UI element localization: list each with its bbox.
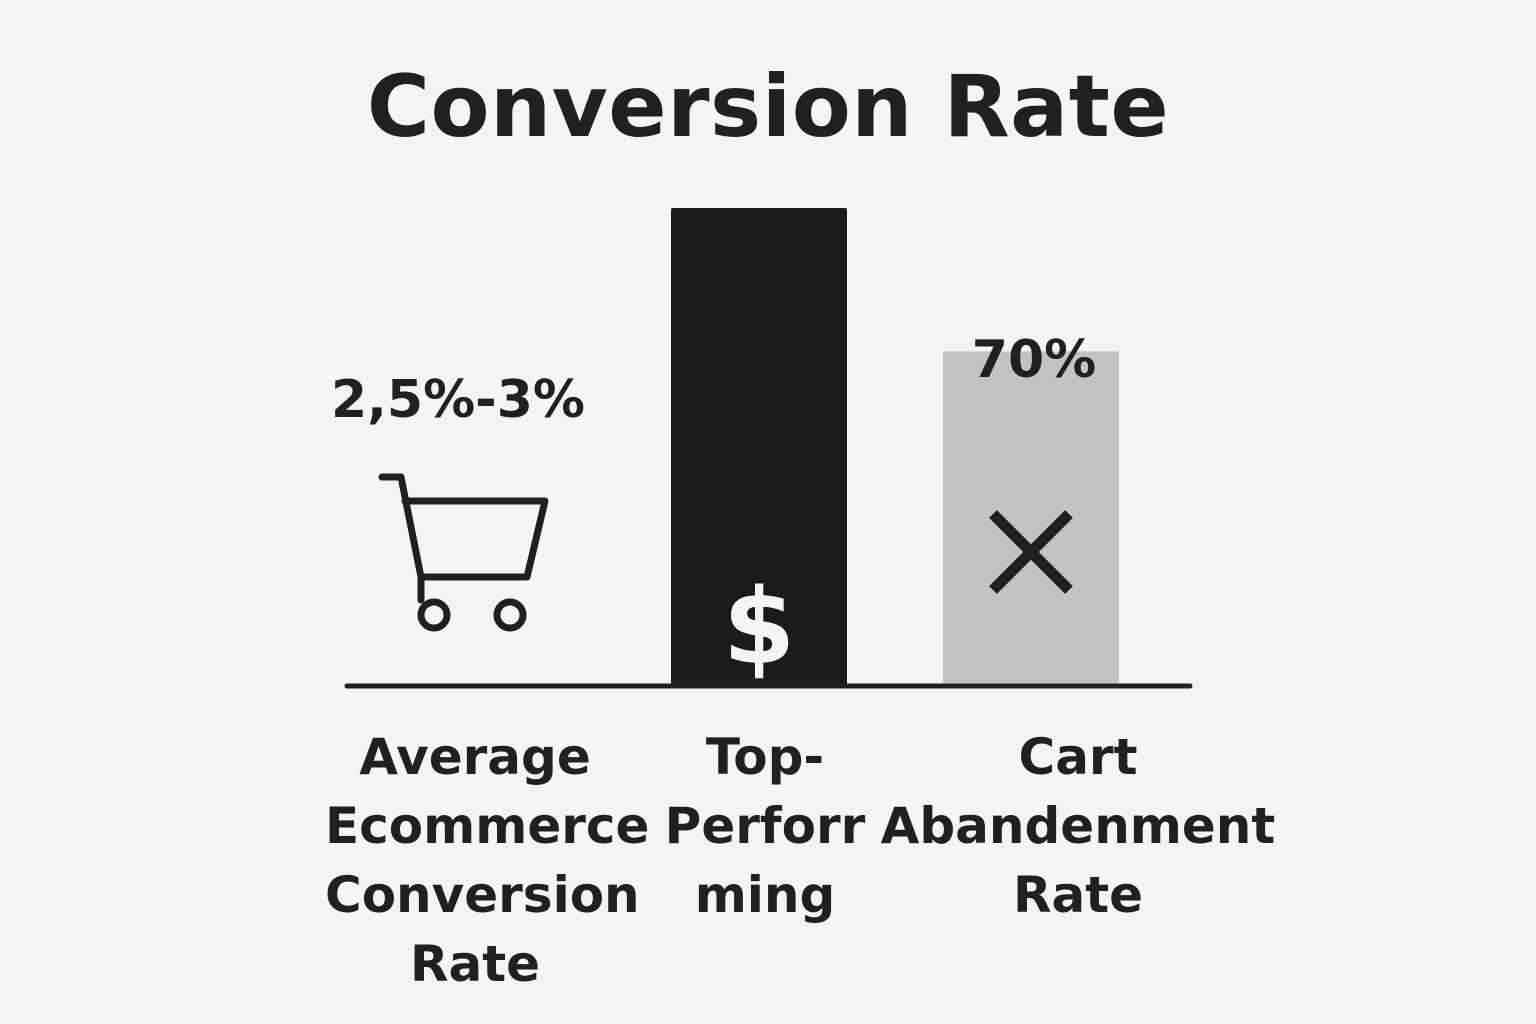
value-label-1: 2,5%-3% [330,370,586,430]
category-label-1: Average Ecommerce Conversion Rate [325,723,650,999]
icons-layer: $ [378,473,1073,688]
category-label-line: Rate [409,935,541,993]
category-label-line: Top- [705,728,825,786]
category-label-line: Abandenment [880,797,1276,855]
category-label-line: ming [694,866,836,924]
category-label-line: Perforr [664,797,866,855]
dollar-icon: $ [723,566,795,688]
category-label-line: Rate [1012,866,1144,924]
x-icon [989,510,1073,594]
category-label-2: Top- Perforr ming [660,723,870,930]
category-label-line: Cart [1018,728,1138,786]
category-label-line: Average [359,728,591,786]
category-label-3: Cart Abandenment Rate [878,723,1278,930]
bar-3 [943,351,1119,686]
chart-title: Conversion Rate [366,57,1170,157]
bar-2 [671,208,847,686]
value-label-3: 70% [971,330,1097,390]
category-label-line: Ecommerce [325,797,650,855]
category-label-line: Conversion [325,866,640,924]
bars-layer [671,208,1119,686]
shopping-cart-icon [378,473,549,632]
